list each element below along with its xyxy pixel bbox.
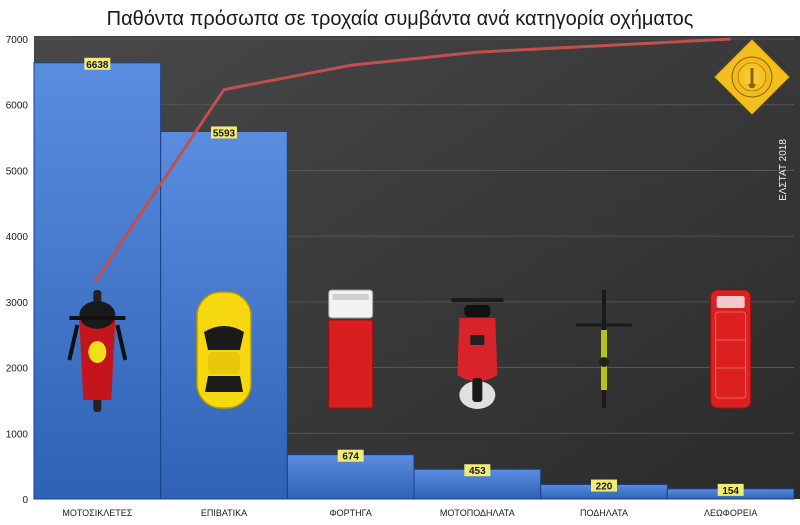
category-label: ΦΟΡΤΗΓΑ bbox=[330, 508, 372, 518]
cumulative-line-path bbox=[93, 37, 731, 283]
value-label-box bbox=[337, 449, 364, 462]
category-label: ΜΟΤΟΣΙΚΛΕΤΕΣ bbox=[62, 508, 132, 518]
y-tick-label: 1000 bbox=[6, 429, 29, 440]
y-axis-band bbox=[0, 36, 34, 499]
scooter-icon bbox=[451, 298, 504, 409]
value-label-box bbox=[464, 464, 491, 477]
y-tick-label: 5000 bbox=[6, 166, 29, 177]
y-tick-label: 6000 bbox=[6, 101, 29, 112]
elstat-logo bbox=[714, 39, 790, 115]
y-tick-label: 4000 bbox=[6, 232, 29, 243]
y-tick-label: 3000 bbox=[6, 298, 29, 309]
value-label-box bbox=[717, 483, 744, 496]
chart-title: Παθόντα πρόσωπα σε τροχαία συμβάντα ανά … bbox=[107, 8, 694, 30]
vehicle-icons bbox=[67, 289, 752, 412]
value-label: 453 bbox=[469, 466, 486, 477]
cumulative-line bbox=[93, 37, 731, 283]
value-label-box bbox=[591, 479, 617, 492]
value-label: 674 bbox=[342, 452, 359, 463]
value-label-box bbox=[211, 126, 237, 139]
car-icon bbox=[196, 291, 252, 409]
category-label: ΛΕΩΦΟΡΕΙΑ bbox=[704, 508, 757, 518]
value-labels: 6638 5593 674 453 220 154 bbox=[84, 57, 744, 497]
value-label: 154 bbox=[722, 486, 739, 497]
value-label: 220 bbox=[596, 482, 613, 493]
title-band bbox=[0, 0, 800, 36]
x-axis-band bbox=[0, 499, 800, 525]
motorcycle-icon bbox=[67, 290, 128, 412]
y-tick-label: 0 bbox=[22, 495, 28, 506]
value-label: 6638 bbox=[86, 60, 109, 71]
value-label: 5593 bbox=[213, 128, 236, 139]
value-label-box bbox=[84, 57, 111, 70]
truck-icon bbox=[328, 289, 374, 409]
source-note: ΕΛΣΤΑΤ 2018 bbox=[778, 139, 789, 201]
category-label: ΕΠΙΒΑΤΙΚΑ bbox=[201, 508, 247, 518]
bus-icon bbox=[710, 289, 752, 409]
y-axis-ticks: 0 1000 2000 3000 4000 5000 6000 7000 bbox=[6, 35, 29, 506]
bicycle-icon bbox=[576, 290, 632, 408]
category-label: ΜΟΤΟΠΟΔΗΛΑΤΑ bbox=[440, 508, 515, 518]
category-labels: ΜΟΤΟΣΙΚΛΕΤΕΣ ΕΠΙΒΑΤΙΚΑ ΦΟΡΤΗΓΑ ΜΟΤΟΠΟΔΗΛΑΤΑ… bbox=[62, 508, 757, 518]
y-tick-label: 7000 bbox=[6, 35, 29, 46]
category-label: ΠΟΔΗΛΑΤΑ bbox=[580, 508, 628, 518]
y-tick-label: 2000 bbox=[6, 364, 29, 375]
